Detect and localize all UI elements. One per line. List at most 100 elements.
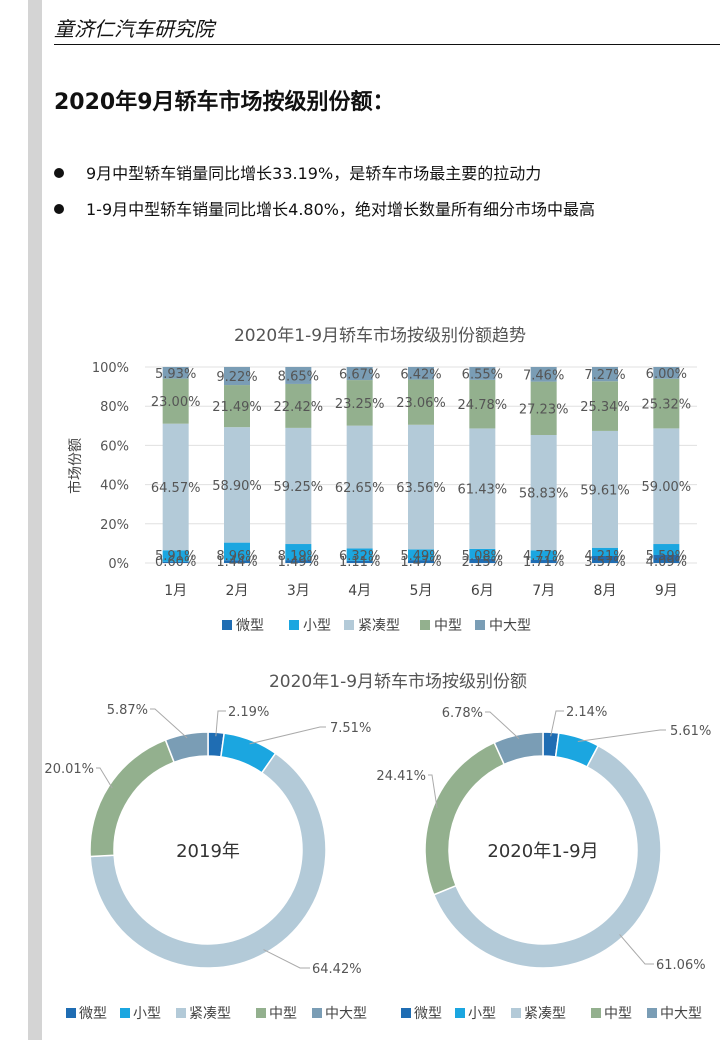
slice-label: 5.87% xyxy=(107,703,148,718)
legend-label: 中大型 xyxy=(489,618,531,634)
data-label: 7.46% xyxy=(523,368,564,383)
legend-label: 中型 xyxy=(269,1006,297,1022)
bar-segment xyxy=(592,430,618,548)
bar-segment xyxy=(346,367,373,381)
y-tick-label: 20% xyxy=(100,518,129,533)
data-label: 6.32% xyxy=(339,549,380,564)
legend-swatch xyxy=(455,1008,465,1018)
y-tick-label: 80% xyxy=(100,400,129,415)
data-label: 5.49% xyxy=(400,549,441,564)
bar-segment xyxy=(469,548,496,559)
legend-label: 中型 xyxy=(604,1006,632,1022)
data-label: 1.44% xyxy=(216,555,257,570)
leader-line xyxy=(577,729,666,742)
bullet-item: 1-9月中型轿车销量同比增长4.80%，绝对增长数量所有细分市场中最高 xyxy=(54,196,595,220)
bar-segment xyxy=(346,560,373,563)
legend-label: 小型 xyxy=(468,1006,496,1022)
x-tick-label: 3月 xyxy=(287,583,310,599)
slice-label: 20.01% xyxy=(44,762,94,777)
legend-swatch xyxy=(511,1008,521,1018)
bar-segment xyxy=(224,366,250,386)
bar-segment xyxy=(285,560,312,563)
donut-slice xyxy=(164,731,209,764)
data-label: 4.77% xyxy=(523,549,564,564)
data-label: 5.91% xyxy=(155,549,196,564)
bar-segment xyxy=(530,559,557,563)
slice-label: 6.78% xyxy=(442,706,483,721)
leader-line xyxy=(263,949,310,969)
leader-line xyxy=(485,711,520,739)
slice-label: 7.51% xyxy=(330,721,371,736)
data-label: 1.71% xyxy=(523,555,564,570)
y-tick-label: 0% xyxy=(108,557,129,572)
bar-segment xyxy=(224,427,250,543)
bullet-item: 9月中型轿车销量同比增长33.19%，是轿车市场最主要的拉动力 xyxy=(54,160,541,184)
bullet-dot-icon xyxy=(54,167,64,178)
slice-label: 61.06% xyxy=(656,958,706,973)
bullet-text: 9月中型轿车销量同比增长33.19%，是轿车市场最主要的拉动力 xyxy=(86,164,542,183)
legend-swatch xyxy=(420,620,430,630)
bar-segment xyxy=(285,544,312,561)
legend-label: 中大型 xyxy=(325,1006,367,1022)
leader-line xyxy=(619,934,654,965)
data-label: 3.57% xyxy=(584,555,625,570)
bar-segment xyxy=(408,560,434,563)
data-label: 7.27% xyxy=(584,368,625,383)
data-label: 1.47% xyxy=(400,555,441,570)
bar-segment xyxy=(653,367,680,379)
bar-segment xyxy=(346,380,373,426)
data-label: 4.21% xyxy=(584,549,625,564)
data-label: 62.65% xyxy=(335,481,385,496)
data-label: 4.09% xyxy=(646,555,687,570)
bar-segment xyxy=(408,424,434,550)
y-tick-label: 60% xyxy=(100,439,129,454)
data-label: 59.61% xyxy=(580,483,630,498)
bar-segment xyxy=(408,549,434,561)
slice-label: 2.19% xyxy=(228,705,269,720)
donut-center-label: 2020年1-9月 xyxy=(487,841,598,862)
bar-segment xyxy=(285,427,312,545)
data-label: 5.08% xyxy=(462,549,503,564)
page-title: 2020年9月轿车市场按级别份额： xyxy=(54,90,395,115)
legend-label: 小型 xyxy=(303,618,331,634)
legend-label: 中型 xyxy=(434,618,462,634)
data-label: 1.11% xyxy=(339,555,380,570)
bar-segment xyxy=(224,542,250,561)
bar-segment xyxy=(469,367,496,380)
data-label: 2.15% xyxy=(462,555,503,570)
data-label: 8.65% xyxy=(278,369,319,384)
donut-chart-title: 2020年1-9月轿车市场按级别份额 xyxy=(269,672,527,692)
page-header: 童济仁汽车研究院 xyxy=(54,14,720,45)
data-label: 22.42% xyxy=(274,400,324,415)
bar-segment xyxy=(592,381,618,431)
x-tick-label: 9月 xyxy=(655,583,678,599)
bullet-dot-icon xyxy=(54,203,64,214)
legend-label: 紧凑型 xyxy=(189,1005,231,1022)
legend-swatch xyxy=(66,1008,76,1018)
donut-slice xyxy=(493,731,544,766)
legend-swatch xyxy=(475,620,485,630)
leader-line xyxy=(150,708,188,739)
donut-slice xyxy=(432,744,662,969)
x-tick-label: 5月 xyxy=(410,583,433,599)
data-label: 6.55% xyxy=(462,367,503,382)
data-label: 23.00% xyxy=(151,395,201,410)
bar-segment xyxy=(346,425,373,549)
bar-segment xyxy=(162,550,189,562)
legend-swatch xyxy=(120,1008,130,1018)
donut-slice xyxy=(89,738,176,858)
bar-segment xyxy=(592,556,618,563)
data-label: 0.60% xyxy=(155,555,196,570)
bar-segment xyxy=(530,434,557,551)
leader-line xyxy=(550,710,564,737)
x-tick-label: 8月 xyxy=(594,583,617,599)
bar-chart-title: 2020年1-9月轿车市场按级别份额趋势 xyxy=(234,326,526,346)
data-label: 23.25% xyxy=(335,397,385,412)
bar-segment xyxy=(285,383,312,428)
bar-segment xyxy=(162,423,189,551)
bar-segment xyxy=(653,544,680,555)
bar-segment xyxy=(592,367,618,382)
bar-segment xyxy=(653,428,680,545)
bar-segment xyxy=(653,378,680,429)
data-label: 6.42% xyxy=(400,367,441,382)
